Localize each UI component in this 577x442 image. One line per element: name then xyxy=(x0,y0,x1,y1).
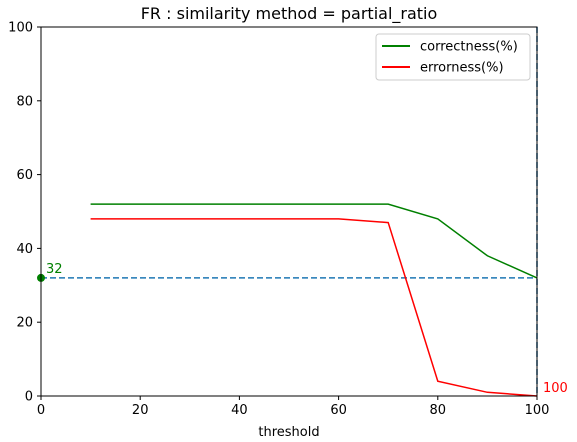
y-tick-label: 0 xyxy=(25,390,33,405)
y-tick-label: 80 xyxy=(16,94,33,109)
legend-label-0: correctness(%) xyxy=(420,40,518,55)
series-line-1 xyxy=(90,218,538,397)
legend-box xyxy=(375,33,531,81)
annotation-label-0: 32 xyxy=(46,262,63,277)
x-tick-label: 80 xyxy=(430,403,447,418)
y-tick-label: 60 xyxy=(16,168,33,183)
plot-area: 32 100 xyxy=(37,27,568,397)
series-line-0 xyxy=(90,203,538,279)
y-tick-label: 20 xyxy=(16,316,33,331)
x-tick-label: 40 xyxy=(231,403,248,418)
legend: correctness(%) errorness(%) xyxy=(375,33,531,81)
x-tick-label: 100 xyxy=(525,403,550,418)
chart-title: FR : similarity method = partial_ratio xyxy=(141,4,438,24)
x-axis: 0 20 40 60 80 100 xyxy=(37,396,550,418)
legend-label-1: errorness(%) xyxy=(420,61,504,76)
y-tick-label: 40 xyxy=(16,242,33,257)
x-tick-label: 60 xyxy=(330,403,347,418)
x-tick-label: 0 xyxy=(37,403,45,418)
annotation-label-1: 100 xyxy=(543,381,568,396)
y-tick-label: 100 xyxy=(8,21,33,36)
x-axis-label: threshold xyxy=(258,425,319,440)
axes-frame xyxy=(40,26,538,397)
x-tick-label: 20 xyxy=(132,403,149,418)
y-axis: 0 20 40 60 80 100 xyxy=(8,21,41,405)
